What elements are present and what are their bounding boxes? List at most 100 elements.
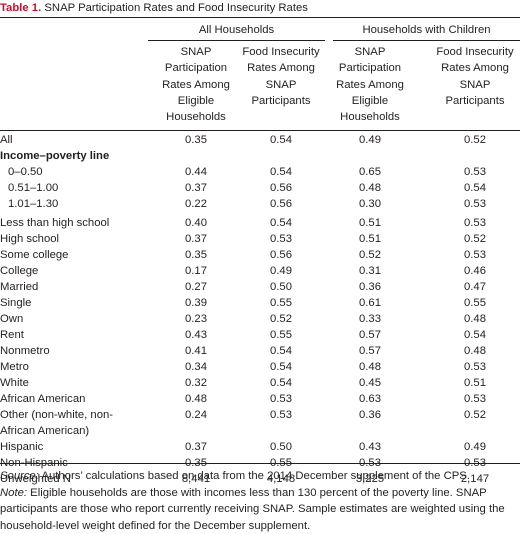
cell-value: 0.48: [185, 393, 207, 405]
cell-value: 0.53: [464, 166, 486, 178]
cell-value: 0.50: [270, 441, 292, 453]
cell-value: 0.55: [270, 297, 292, 309]
row-label: Rent: [0, 329, 24, 341]
table-title: SNAP Participation Rates and Food Insecu…: [44, 2, 308, 14]
note-label: Note:: [0, 486, 28, 499]
cell-value: 0.54: [270, 377, 292, 389]
cell-value: 0.48: [464, 313, 486, 325]
cell-value: 0.53: [464, 217, 486, 229]
cell-value: 0.17: [185, 265, 207, 277]
table-number: Table 1.: [0, 2, 42, 14]
cell-value: 0.51: [464, 377, 486, 389]
cell-value: 0.53: [270, 409, 292, 421]
row-label: College: [0, 265, 39, 277]
row-label: Married: [0, 281, 39, 293]
cell-value: 2,147: [460, 473, 490, 485]
cell-value: 0.39: [185, 297, 207, 309]
table-notes: Source: Authors’ calculations based on d…: [0, 468, 518, 534]
cell-value: 0.23: [185, 313, 207, 325]
cell-value: 0.34: [185, 361, 207, 373]
table-row: College 0.17 0.49 0.31 0.46: [0, 263, 520, 279]
cell-value: 0.48: [359, 182, 381, 194]
cell-value: 0.52: [464, 134, 486, 146]
cell-value: 0.54: [270, 166, 292, 178]
cell-value: 0.52: [464, 233, 486, 245]
table-row: Hispanic 0.37 0.50 0.43 0.49: [0, 439, 520, 455]
group-header-all-households: All Households: [198, 24, 275, 36]
row-label: Some college: [0, 249, 69, 261]
cell-value: 3,225: [355, 473, 385, 485]
cell-value: 0.50: [270, 281, 292, 293]
cell-value: 0.41: [185, 345, 207, 357]
row-label: Own: [0, 313, 24, 325]
cell-value: 0.53: [464, 393, 486, 405]
table-row: Rent 0.43 0.55 0.57 0.54: [0, 327, 520, 343]
cell-value: 0.36: [359, 409, 381, 421]
row-label: Less than high school: [0, 217, 110, 229]
table-row: Metro 0.34 0.54 0.48 0.53: [0, 359, 520, 375]
source-text: Authors’ calculations based on data from…: [38, 470, 470, 482]
group-underline-children: [333, 40, 520, 41]
table-row: Unweighted N 8,441 4,148 3,225 2,147: [0, 471, 520, 487]
table-row: Income–poverty line: [0, 148, 520, 164]
table-row: Single 0.39 0.55 0.61 0.55: [0, 295, 520, 311]
row-label: Single: [0, 297, 32, 309]
cell-value: 0.48: [359, 361, 381, 373]
note: Note: Eligible households are those with…: [0, 485, 518, 534]
cell-value: 0.54: [270, 134, 292, 146]
row-label: African American: [0, 393, 86, 405]
cell-value: 0.30: [359, 198, 381, 210]
table-row: High school 0.37 0.53 0.51 0.52: [0, 231, 520, 247]
cell-value: 8,441: [181, 473, 211, 485]
cell-value: 0.48: [464, 345, 486, 357]
cell-value: 0.52: [359, 249, 381, 261]
cell-value: 0.52: [270, 313, 292, 325]
cell-value: 0.54: [464, 182, 486, 194]
cell-value: 0.49: [270, 265, 292, 277]
column-header-snap-participation-children: SNAP Participation Rates Among Eligible …: [336, 46, 404, 124]
column-header-food-insecurity-all: Food Insecurity Rates Among SNAP Partici…: [242, 46, 320, 107]
cell-value: 0.63: [359, 393, 381, 405]
cell-value: 0.53: [270, 393, 292, 405]
cell-value: 4,148: [266, 473, 296, 485]
cell-value: 0.54: [270, 361, 292, 373]
cell-value: 0.51: [359, 217, 381, 229]
source-label: Source:: [0, 470, 39, 482]
cell-value: 0.52: [464, 409, 486, 421]
cell-value: 0.54: [464, 329, 486, 341]
cell-value: 0.53: [270, 233, 292, 245]
cell-value: 0.37: [185, 182, 207, 194]
cell-value: 0.22: [185, 198, 207, 210]
cell-value: 0.56: [270, 198, 292, 210]
cell-value: 0.24: [185, 409, 207, 421]
cell-value: 0.65: [359, 166, 381, 178]
bottom-rule: [0, 463, 520, 464]
column-header-food-insecurity-children: Food Insecurity Rates Among SNAP Partici…: [436, 46, 514, 107]
cell-value: 0.32: [185, 377, 207, 389]
table-row: Some college 0.35 0.56 0.52 0.53: [0, 247, 520, 263]
table-row: All 0.35 0.54 0.49 0.52: [0, 132, 520, 148]
group-underline-all: [148, 40, 325, 41]
table-row: Nonmetro 0.41 0.54 0.57 0.48: [0, 343, 520, 359]
cell-value: 0.43: [359, 441, 381, 453]
cell-value: 0.44: [185, 166, 207, 178]
cell-value: 0.49: [464, 441, 486, 453]
top-rule: [0, 17, 520, 18]
row-label: Hispanic: [0, 441, 44, 453]
cell-value: 0.54: [270, 345, 292, 357]
table-row: Less than high school 0.40 0.54 0.51 0.53: [0, 215, 520, 231]
cell-value: 0.56: [270, 249, 292, 261]
cell-value: 0.43: [185, 329, 207, 341]
header-rule: [0, 130, 520, 131]
cell-value: 0.56: [270, 182, 292, 194]
row-label: High school: [0, 233, 60, 245]
table-row: 0.51–1.00 0.37 0.56 0.48 0.54: [0, 180, 520, 196]
cell-value: 0.53: [464, 361, 486, 373]
cell-value: 0.55: [464, 297, 486, 309]
table-row: Other (non-white, non-African American) 0…: [0, 407, 520, 439]
cell-value: 0.36: [359, 281, 381, 293]
row-label: Metro: [0, 361, 29, 373]
cell-value: 0.61: [359, 297, 381, 309]
cell-value: 0.35: [185, 249, 207, 261]
